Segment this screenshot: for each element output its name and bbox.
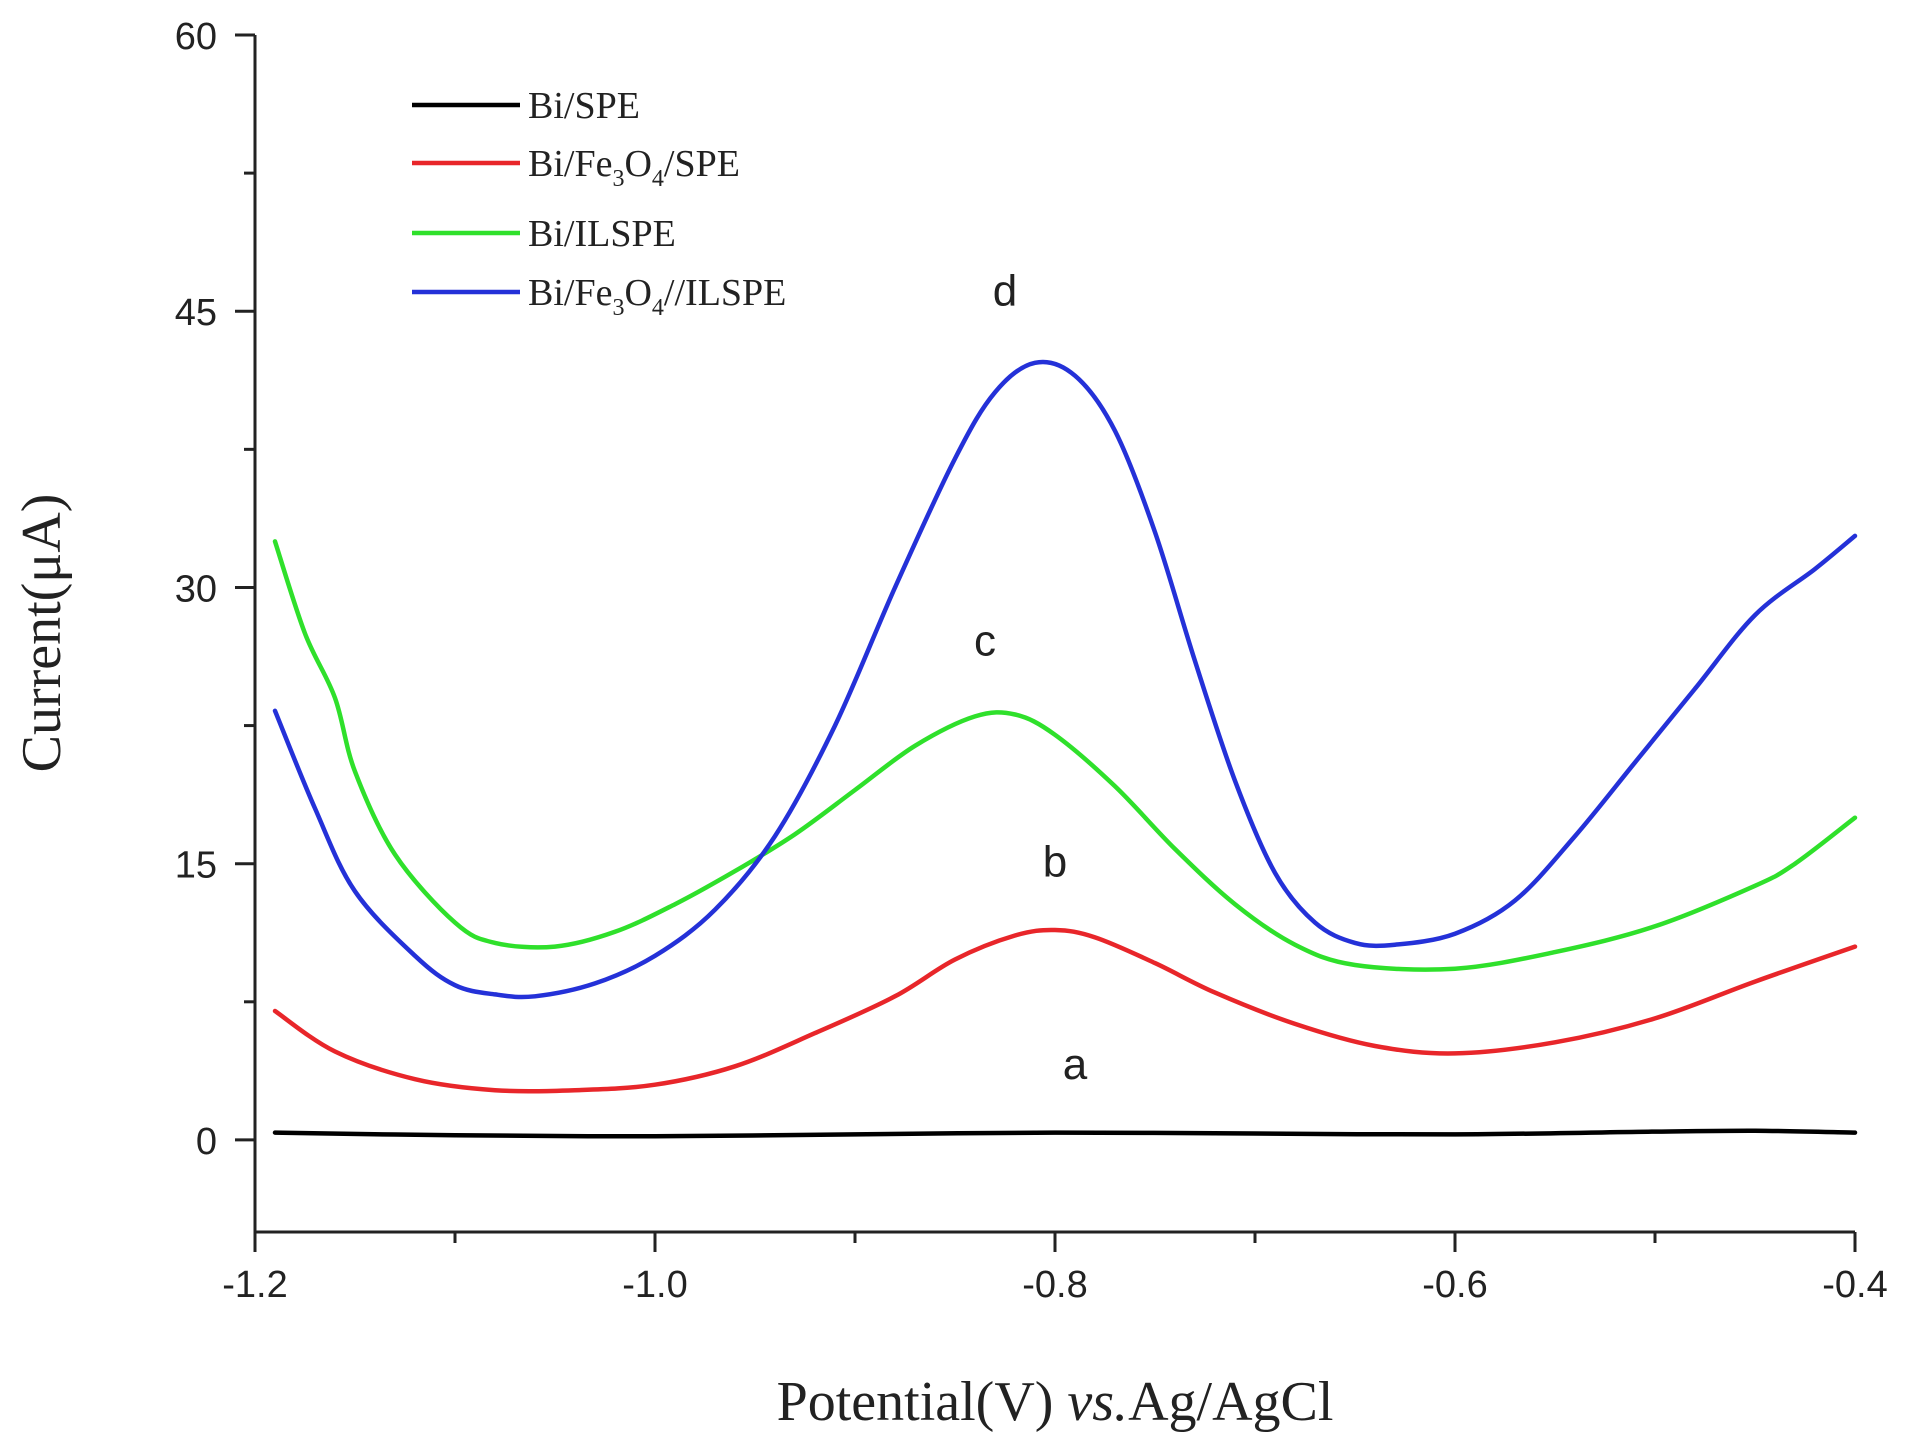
legend: Bi/SPE Bi/Fe3O4/SPE Bi/ILSPE Bi/Fe3O4//I… [412,85,786,321]
curve-label-d: d [993,267,1017,316]
x-axis-title: Potential(V) vs.Ag/AgCl [777,1371,1334,1433]
legend-label-bi-spe: Bi/SPE [528,85,640,127]
series-line-bi-fe3o4-ilspe [272,359,1858,1000]
curve-labels: a b c d [974,267,1088,1089]
curve-label-a: a [1063,1040,1088,1089]
legend-item-bi-ilspe: Bi/ILSPE [412,213,676,255]
x-tick-label: -0.8 [1022,1264,1087,1306]
legend-label-bi-ilspe: Bi/ILSPE [528,213,676,255]
x-tick-label: -1.2 [222,1264,287,1306]
series-line-bi-ilspe [272,539,1858,972]
x-tick-label: -0.6 [1422,1264,1487,1306]
series-line-bi-spe [272,1128,1858,1139]
y-tick-label: 0 [196,1121,217,1163]
axes [253,35,1855,1234]
x-tick-label: -0.4 [1822,1264,1887,1306]
legend-label-bi-fe3o4-ilspe: Bi/Fe3O4//ILSPE [528,272,786,321]
curve-label-c: c [974,617,996,666]
tick-labels: -1.2 -1.0 -0.8 -0.6 -0.4 0 15 30 45 60 [175,16,1888,1306]
series-layer [272,359,1858,1139]
y-tick-label: 15 [175,845,217,887]
legend-item-bi-spe: Bi/SPE [412,85,640,127]
y-axis-title: Current(μA) [11,494,73,773]
y-tick-label: 30 [175,568,217,610]
y-tick-label: 45 [175,292,217,334]
series-line-bi-fe3o4-spe [272,927,1858,1094]
y-tick-label: 60 [175,16,217,58]
legend-item-bi-fe3o4-ilspe: Bi/Fe3O4//ILSPE [412,272,786,321]
legend-label-bi-fe3o4-spe: Bi/Fe3O4/SPE [528,143,740,192]
x-tick-label: -1.0 [622,1264,687,1306]
legend-item-bi-fe3o4-spe: Bi/Fe3O4/SPE [412,143,740,192]
curve-label-b: b [1043,838,1067,887]
ticks [235,33,1857,1252]
